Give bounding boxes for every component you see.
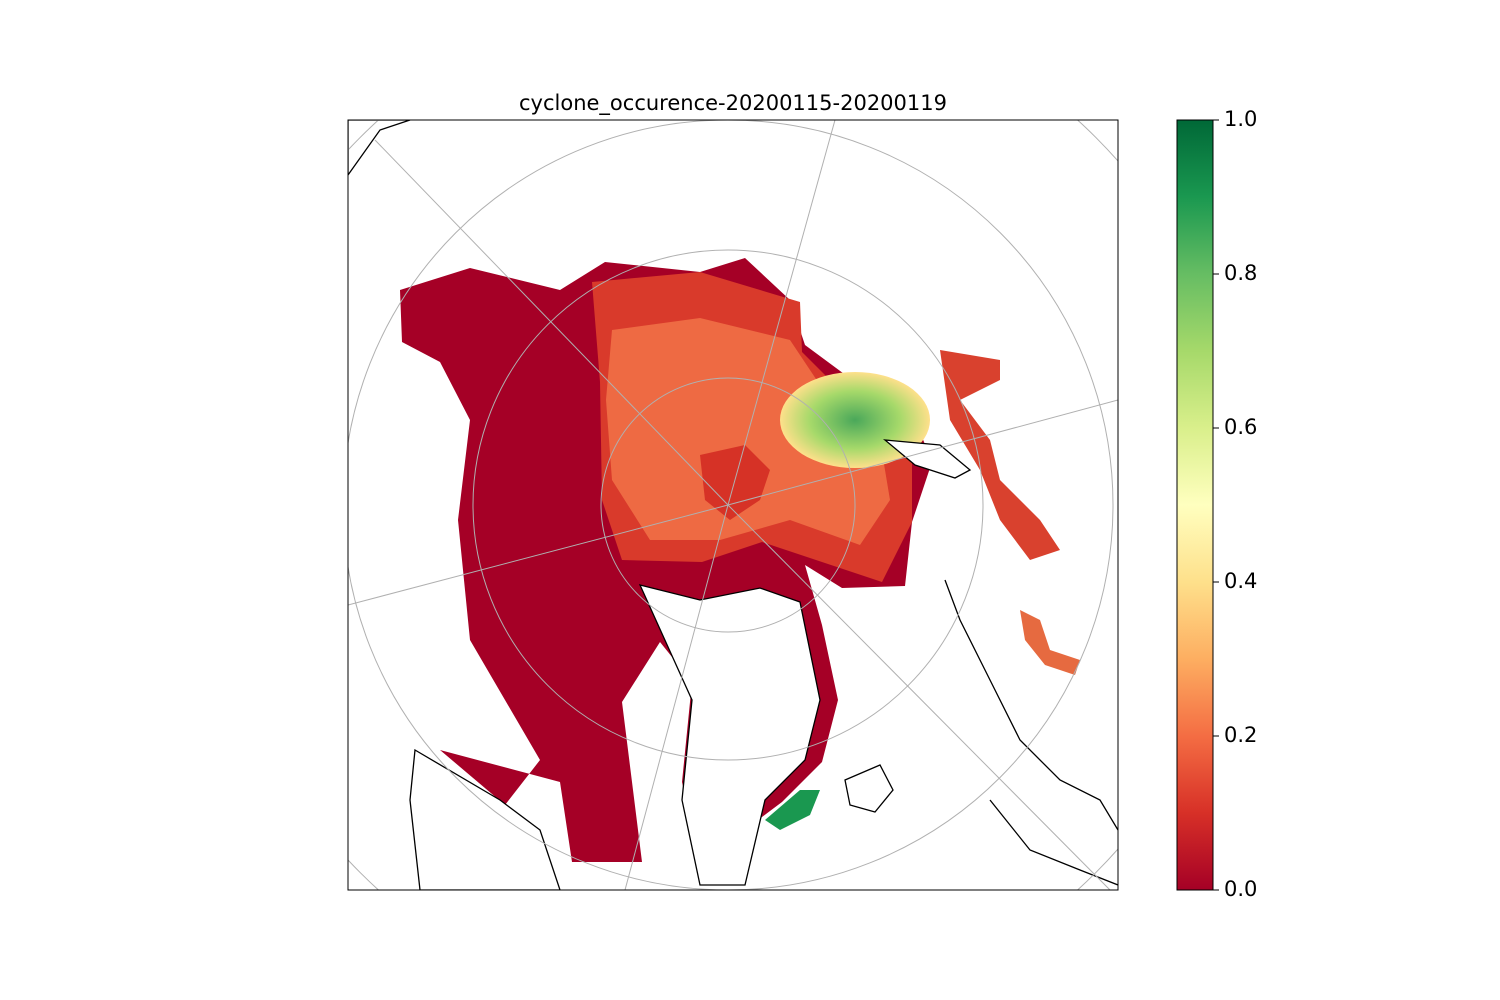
ice-green-svalbard	[765, 790, 820, 830]
graticule	[624, 504, 729, 890]
greenland	[638, 584, 821, 886]
iceland-svalbard	[844, 764, 894, 813]
graticule	[600, 377, 856, 633]
north-america	[348, 120, 561, 890]
ice-low-east	[940, 350, 1060, 560]
map-frame	[347, 119, 1119, 891]
colorbar	[1176, 119, 1214, 891]
graticule	[472, 249, 984, 761]
colorbar-tick-label: 1.0	[1224, 107, 1257, 131]
graticule	[727, 504, 1111, 890]
colorbar-tick-label: 0.4	[1224, 569, 1257, 593]
graticule	[374, 139, 729, 506]
colorbar-tick-label: 0.6	[1224, 415, 1257, 439]
map-title: cyclone_occurence-20200115-20200119	[519, 91, 947, 116]
colorbar-tick-label: 0.8	[1224, 261, 1257, 285]
map	[348, 120, 1118, 890]
colorbar-tick-label: 0.0	[1224, 877, 1257, 901]
graticule	[727, 120, 836, 506]
colorbar-tick-label: 0.2	[1224, 723, 1257, 747]
novaya-zemlya	[882, 439, 972, 479]
eurasia	[944, 579, 1118, 886]
ice-mid3	[700, 445, 770, 520]
ice-low-east2	[1020, 610, 1080, 675]
graticule	[727, 399, 1118, 506]
graticule	[348, 120, 1114, 890]
graticule	[348, 504, 729, 606]
